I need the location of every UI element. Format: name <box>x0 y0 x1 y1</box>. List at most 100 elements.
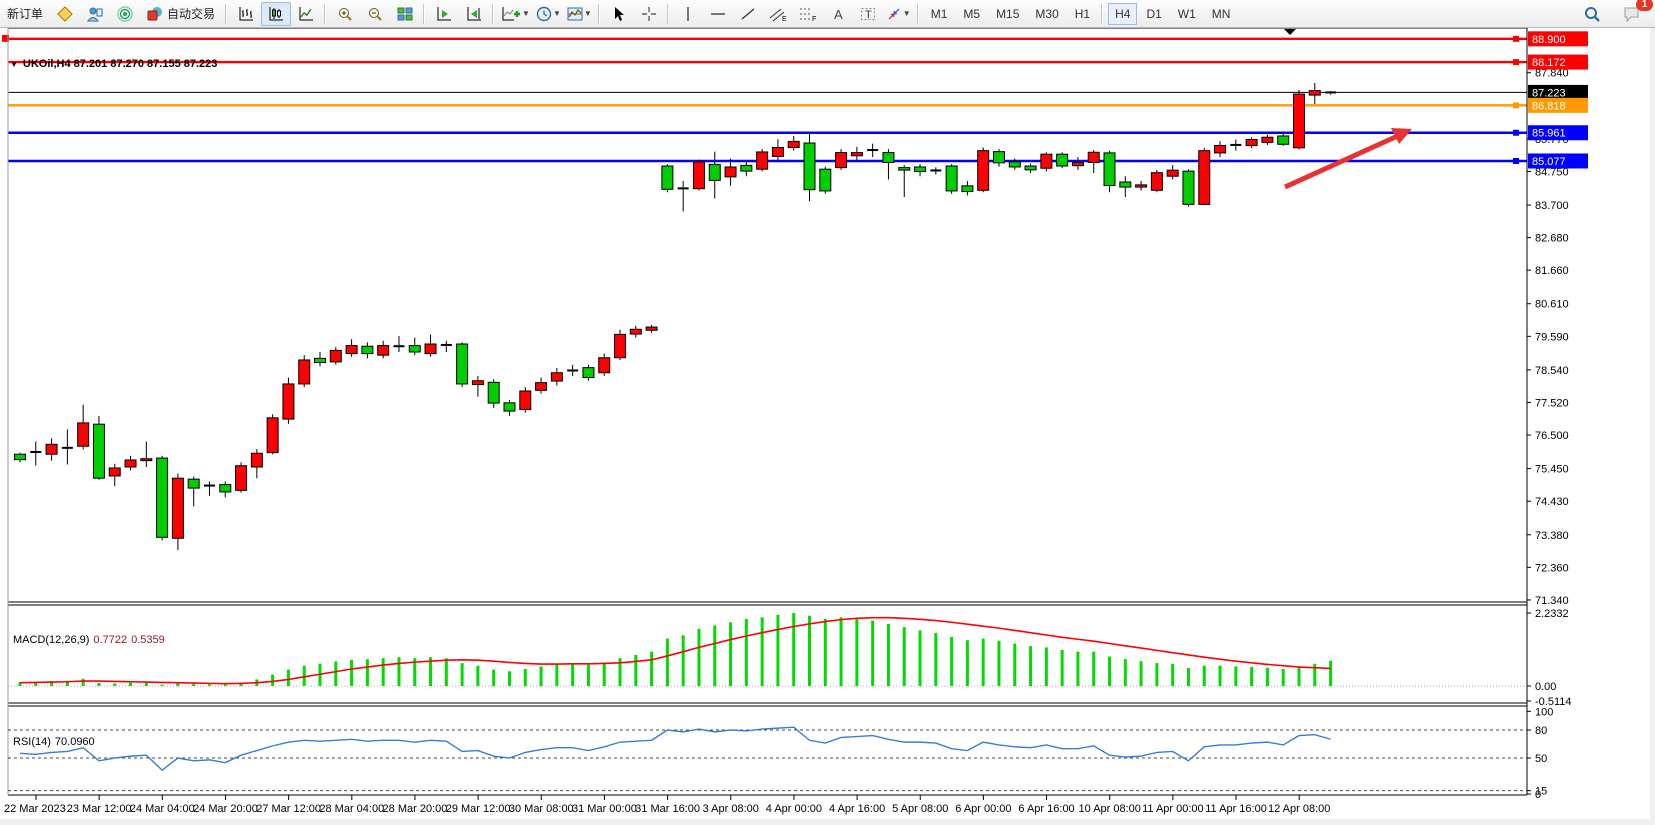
hline-anchor[interactable] <box>1513 129 1519 136</box>
macd-bar <box>1265 667 1269 686</box>
line-chart-icon[interactable] <box>291 2 321 26</box>
fibonacci-icon[interactable]: F <box>793 2 823 26</box>
candle <box>282 383 295 420</box>
tf-d1[interactable]: D1 <box>1146 6 1162 21</box>
text-label-icon[interactable]: T <box>853 2 883 26</box>
bar-chart-icon[interactable] <box>231 2 261 26</box>
macd-bar <box>965 640 969 686</box>
search-icon[interactable] <box>1577 2 1607 26</box>
trendline-icon[interactable] <box>733 2 763 26</box>
candle <box>92 423 105 479</box>
tf-h1[interactable]: H1 <box>1074 6 1091 21</box>
zoom-in-icon[interactable] <box>330 2 360 26</box>
macd-bar <box>1139 661 1143 686</box>
macd-bar <box>381 658 385 686</box>
macd-bar <box>1029 646 1033 686</box>
macd-bar <box>981 638 985 686</box>
chevron-down-icon: ▼ <box>10 59 18 69</box>
cursor-icon[interactable] <box>604 2 634 26</box>
tf-m15[interactable]: M15 <box>996 6 1020 21</box>
candle <box>171 477 184 539</box>
hline-anchor[interactable] <box>1513 157 1519 164</box>
macd-bar <box>681 635 685 686</box>
market-watch-icon[interactable] <box>80 2 110 26</box>
macd-bar <box>444 658 448 686</box>
tile-windows-icon[interactable] <box>390 2 420 26</box>
chart-shift-marker[interactable] <box>1284 29 1296 35</box>
time-tick-label: 31 Mar 00:00 <box>572 803 637 815</box>
tf-h4[interactable]: H4 <box>1108 2 1138 25</box>
time-tick-label: 11 Apr 00:00 <box>1142 803 1204 815</box>
hline-anchor[interactable] <box>1513 59 1519 66</box>
macd-bar <box>523 668 527 686</box>
candle <box>1166 169 1179 177</box>
time-tick-label: 10 Apr 08:00 <box>1079 803 1141 815</box>
time-tick-label: 12 Apr 08:00 <box>1268 803 1330 815</box>
templates-icon[interactable]: ▼ <box>564 2 595 26</box>
macd-bar <box>729 622 733 686</box>
tf-m1[interactable]: M1 <box>930 6 948 21</box>
candle <box>1135 184 1148 188</box>
candle <box>1214 145 1227 154</box>
text-icon[interactable]: A <box>823 2 853 26</box>
macd-bar <box>429 657 433 686</box>
chart-canvas[interactable]: 87.84085.77084.75083.70082.68081.66080.6… <box>0 28 1655 825</box>
crosshair-icon[interactable] <box>634 2 664 26</box>
macd-bar <box>1250 667 1254 686</box>
candle <box>661 165 674 190</box>
macd-bar <box>839 617 843 686</box>
macd-bar <box>823 618 827 686</box>
periods-icon[interactable]: ▼ <box>533 2 564 26</box>
signal-icon[interactable] <box>110 2 140 26</box>
svg-text:A: A <box>834 7 843 22</box>
trend-arrow-head[interactable] <box>1391 128 1412 144</box>
candle <box>329 349 342 363</box>
tf-mn[interactable]: MN <box>1211 6 1231 21</box>
zoom-out-icon[interactable] <box>360 2 390 26</box>
auto-scroll-icon[interactable] <box>429 2 459 26</box>
macd-bar <box>1060 650 1064 686</box>
hline-anchor[interactable] <box>1513 102 1519 109</box>
candle <box>614 333 627 359</box>
candle <box>1261 136 1274 143</box>
charts-icon[interactable] <box>50 2 80 26</box>
candle <box>219 484 232 493</box>
rsi-label: RSI(14) 70.0960 <box>13 736 95 748</box>
tf-w1[interactable]: W1 <box>1177 6 1196 21</box>
macd-bar <box>1108 656 1112 686</box>
macd-bar <box>476 665 480 686</box>
vertical-line-icon[interactable] <box>673 2 703 26</box>
arrows-icon[interactable]: ▼ <box>883 2 914 26</box>
macd-bar <box>697 628 701 686</box>
candle <box>898 167 911 171</box>
indicators-icon[interactable]: ▼ <box>498 2 533 26</box>
tf-m30[interactable]: M30 <box>1035 6 1059 21</box>
candle <box>1087 151 1100 163</box>
auto-trading-label: 自动交易 <box>167 7 216 21</box>
price-tick-label: 80.610 <box>1535 299 1569 311</box>
chart-window[interactable]: 87.84085.77084.75083.70082.68081.66080.6… <box>0 28 1655 825</box>
rsi-name: RSI(14) <box>13 736 51 748</box>
candle <box>945 165 958 192</box>
equidistant-channel-icon[interactable]: E <box>763 2 793 26</box>
trend-arrow[interactable] <box>1283 131 1404 190</box>
chart-shift-icon[interactable] <box>459 2 489 26</box>
auto-trading-button[interactable]: 自动交易 <box>140 2 222 26</box>
notifications-icon[interactable]: 1 <box>1617 0 1653 26</box>
toolbar-separator <box>324 3 327 24</box>
time-tick-label: 6 Apr 16:00 <box>1018 803 1074 815</box>
horizontal-line-icon[interactable] <box>703 2 733 26</box>
candle <box>266 417 279 454</box>
candle <box>235 465 248 491</box>
candle <box>45 443 58 455</box>
new-order-button[interactable]: 新订单 <box>0 2 50 26</box>
macd-bar <box>760 617 764 686</box>
tf-m5[interactable]: M5 <box>963 6 981 21</box>
macd-axis-label: 0.00 <box>1535 681 1556 693</box>
chevron-down-icon: ▼ <box>552 9 561 18</box>
macd-bar <box>1076 651 1080 686</box>
candlestick-icon[interactable] <box>261 1 292 26</box>
hline-anchor-left[interactable] <box>2 34 9 42</box>
candle <box>850 152 863 157</box>
hline-anchor[interactable] <box>1513 35 1519 42</box>
